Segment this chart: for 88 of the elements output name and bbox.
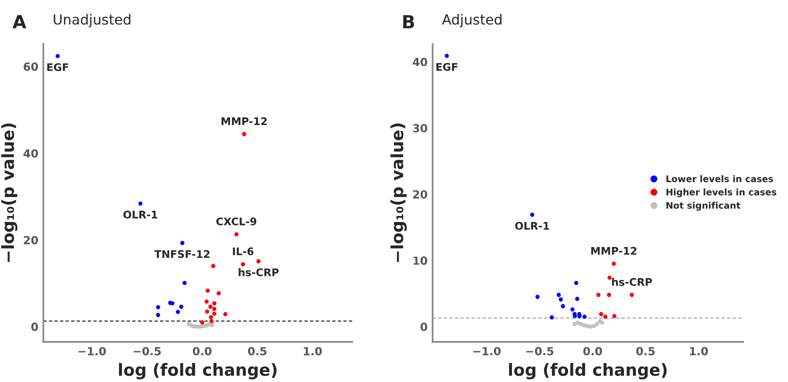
x-tick-label: −0.5 — [134, 346, 161, 356]
point — [208, 304, 213, 309]
legend-label: Not significant — [666, 202, 740, 211]
y-axis-title: −log₁₀(p value) — [390, 124, 407, 262]
point — [212, 306, 216, 312]
point — [156, 305, 160, 310]
point — [596, 292, 601, 297]
annotation: EGF — [436, 62, 458, 71]
annotation: TNFSF-12 — [154, 250, 210, 258]
point — [56, 54, 60, 58]
point — [444, 54, 449, 58]
point — [180, 240, 184, 246]
x-tick-label: 1.0 — [690, 346, 708, 356]
chart-title: Adjusted — [442, 14, 502, 28]
x-axis-title: log (fold change) — [119, 363, 277, 380]
point — [603, 314, 608, 319]
point — [560, 304, 566, 308]
x-axis-title: log (fold change) — [509, 363, 667, 380]
point — [570, 307, 575, 312]
annotation: OLR-1 — [123, 210, 158, 219]
x-tick-label: 0.0 — [583, 346, 602, 356]
y-axis-title: −log₁₀(p value) — [1, 124, 18, 262]
point — [204, 299, 209, 304]
point — [182, 280, 187, 285]
y-tick-label: 60 — [24, 62, 38, 71]
point — [216, 291, 221, 296]
point — [612, 314, 616, 318]
point — [600, 320, 604, 325]
point — [594, 322, 599, 326]
point — [630, 292, 634, 297]
point — [212, 312, 216, 316]
point — [234, 232, 238, 236]
point — [606, 292, 612, 297]
point — [574, 280, 578, 286]
point — [592, 324, 596, 328]
annotation: MMP-12 — [591, 246, 636, 255]
point — [575, 296, 580, 301]
x-tick-label: 0.5 — [636, 346, 655, 356]
x-tick-label: −1.0 — [473, 346, 501, 356]
point — [576, 320, 580, 325]
point — [556, 292, 561, 297]
point — [607, 276, 612, 280]
annotation: OLR-1 — [515, 222, 550, 230]
annotation: IL-6 — [232, 247, 254, 256]
point — [223, 312, 228, 316]
y-tick-label: 20 — [413, 190, 428, 199]
x-tick-label: −0.5 — [526, 346, 554, 356]
x-tick-label: 0.5 — [248, 346, 266, 356]
annotation: CXCL-9 — [216, 217, 256, 226]
y-tick-label: 30 — [413, 124, 428, 132]
point — [256, 259, 261, 264]
point — [156, 312, 160, 318]
point — [240, 262, 246, 266]
point — [535, 294, 540, 299]
point — [209, 318, 214, 324]
point — [200, 320, 204, 324]
point — [530, 212, 534, 217]
point — [208, 315, 214, 320]
point — [212, 301, 216, 306]
point — [612, 262, 616, 266]
annotation: hs-CRP — [238, 268, 279, 276]
point — [206, 288, 210, 293]
x-tick-label: −1.0 — [78, 346, 106, 356]
annotation: hs-CRP — [612, 278, 652, 286]
text: A — [12, 15, 26, 28]
point — [599, 312, 604, 316]
x-tick-label: 0.0 — [192, 346, 212, 356]
annotation: MMP-12 — [222, 117, 267, 126]
annotation: EGF — [47, 63, 68, 72]
y-tick-label: 40 — [412, 58, 428, 66]
y-tick-label: 0 — [420, 322, 428, 332]
y-tick-label: 40 — [24, 149, 38, 158]
text: B — [403, 15, 414, 28]
y-tick-label: 0 — [31, 322, 38, 332]
point — [582, 314, 587, 319]
legend-label: Lower levels in cases — [666, 175, 774, 182]
y-tick-label: 10 — [414, 256, 428, 265]
legend-label: Higher levels in cases — [666, 188, 776, 198]
point — [138, 201, 143, 206]
point — [558, 297, 563, 302]
chart-title: Unadjusted — [54, 14, 130, 28]
point — [211, 264, 216, 268]
x-tick-label: 1.0 — [304, 346, 322, 356]
y-tick-label: 20 — [24, 236, 38, 244]
point — [205, 309, 210, 314]
point — [242, 132, 246, 136]
point — [550, 315, 554, 320]
point — [176, 310, 180, 314]
